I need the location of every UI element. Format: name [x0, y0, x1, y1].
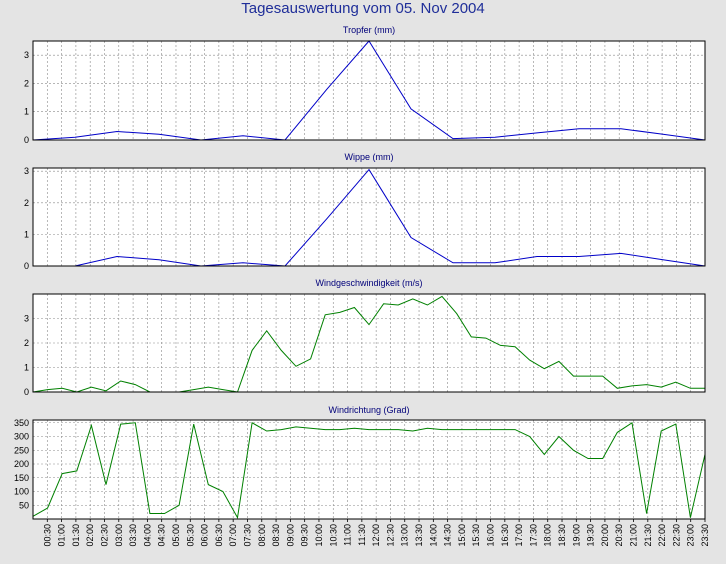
- x-tick-label: 18:30: [557, 524, 567, 547]
- x-tick-label: 03:00: [114, 524, 124, 547]
- x-tick-label: 21:00: [629, 524, 639, 547]
- x-tick-label: 12:30: [385, 524, 395, 547]
- x-tick-label: 06:30: [214, 524, 224, 547]
- y-tick-label: 0: [24, 261, 29, 271]
- x-tick-label: 12:00: [371, 524, 381, 547]
- plot-frame: [32, 40, 706, 141]
- x-tick-label: 23:30: [700, 524, 710, 547]
- chart-title: Tropfer (mm): [343, 25, 395, 35]
- y-tick-label: 1: [24, 107, 29, 117]
- series-line: [33, 168, 706, 267]
- y-tick-label: 50: [19, 500, 29, 510]
- y-tick-label: 2: [24, 198, 29, 208]
- x-tick-label: 02:00: [85, 524, 95, 547]
- x-tick-label: 14:00: [428, 524, 438, 547]
- chart-panel-3: Windgeschwindigkeit (m/s) 0 1 2 3: [24, 278, 706, 397]
- x-tick-label: 22:30: [671, 524, 681, 547]
- plot-frame: [32, 167, 706, 267]
- x-tick-label: 07:00: [228, 524, 238, 547]
- x-tick-label: 16:00: [486, 524, 496, 547]
- y-tick-label: 350: [14, 418, 29, 428]
- x-tick-label: 14:30: [443, 524, 453, 547]
- x-tick-label: 20:00: [600, 524, 610, 547]
- x-tick-label: 19:00: [571, 524, 581, 547]
- x-tick-label: 17:30: [528, 524, 538, 547]
- plot-area: [33, 41, 705, 140]
- chart-panel-4: Windrichtung (Grad) 50 100 150 200 250 300 350: [14, 405, 706, 520]
- x-tick-label: 01:30: [71, 524, 81, 547]
- x-tick-label: 21:30: [643, 524, 653, 547]
- x-tick-label: 08:30: [271, 524, 281, 547]
- y-tick-label: 250: [14, 445, 29, 455]
- x-tick-label: 05:30: [185, 524, 195, 547]
- x-tick-label: 19:30: [586, 524, 596, 547]
- y-tick-label: 2: [24, 338, 29, 348]
- x-tick-label: 15:30: [471, 524, 481, 547]
- y-tick-label: 200: [14, 459, 29, 469]
- page-title: Tagesauswertung vom 05. Nov 2004: [241, 0, 485, 17]
- chart-title: Windgeschwindigkeit (m/s): [315, 278, 422, 288]
- x-tick-label: 08:00: [257, 524, 267, 547]
- x-tick-label: 09:30: [300, 524, 310, 547]
- chart-panel-2: Wippe (mm) 0 1 2 3: [24, 152, 706, 271]
- y-tick-label: 0: [24, 135, 29, 145]
- plot-area: [33, 168, 705, 266]
- x-tick-label: 04:30: [157, 524, 167, 547]
- x-tick-label: 07:30: [242, 524, 252, 547]
- y-tick-label: 1: [24, 229, 29, 239]
- series-line: [32, 421, 706, 520]
- plot-area: [33, 420, 705, 519]
- y-tick-label: 150: [14, 473, 29, 483]
- x-tick-label: 10:00: [314, 524, 324, 547]
- x-tick-label: 05:00: [171, 524, 181, 547]
- x-tick-label: 17:00: [514, 524, 524, 547]
- y-tick-label: 100: [14, 487, 29, 497]
- chart-title: Wippe (mm): [345, 152, 394, 162]
- x-tick-label: 02:30: [99, 524, 109, 547]
- x-tick-label: 06:00: [200, 524, 210, 547]
- x-tick-label: 11:00: [343, 524, 353, 546]
- x-tick-label: 22:00: [657, 524, 667, 547]
- series-line: [32, 295, 705, 393]
- y-tick-label: 1: [24, 363, 29, 373]
- y-tick-label: 3: [24, 314, 29, 324]
- plot-frame: [32, 419, 706, 520]
- x-tick-label: 04:00: [142, 524, 152, 547]
- x-tick-label: 13:30: [414, 524, 424, 547]
- chart-panel-1: Tropfer (mm) 0 1 2 3: [24, 25, 706, 145]
- y-tick-label: 0: [24, 387, 29, 397]
- x-tick-label: 03:30: [128, 524, 138, 547]
- chart-title: Windrichtung (Grad): [328, 405, 409, 415]
- x-tick-label: 15:00: [457, 524, 467, 547]
- x-tick-label: 16:30: [500, 524, 510, 547]
- x-tick-label: 18:00: [543, 524, 553, 547]
- x-tick-label: 11:30: [357, 524, 367, 546]
- plot-frame: [32, 293, 706, 393]
- y-tick-label: 3: [24, 166, 29, 176]
- x-axis: 00:30 01:00 01:30 02:00 02:30 03:00 03:30 04:00…: [42, 519, 710, 547]
- x-tick-label: 10:30: [328, 524, 338, 547]
- y-tick-label: 300: [14, 432, 29, 442]
- x-tick-label: 00:30: [42, 524, 52, 547]
- x-tick-label: 01:00: [57, 524, 67, 547]
- x-tick-label: 09:00: [285, 524, 295, 547]
- x-tick-label: 20:30: [614, 524, 624, 547]
- x-tick-label: 13:00: [400, 524, 410, 547]
- y-tick-label: 3: [24, 50, 29, 60]
- x-tick-label: 23:00: [686, 524, 696, 547]
- y-tick-label: 2: [24, 78, 29, 88]
